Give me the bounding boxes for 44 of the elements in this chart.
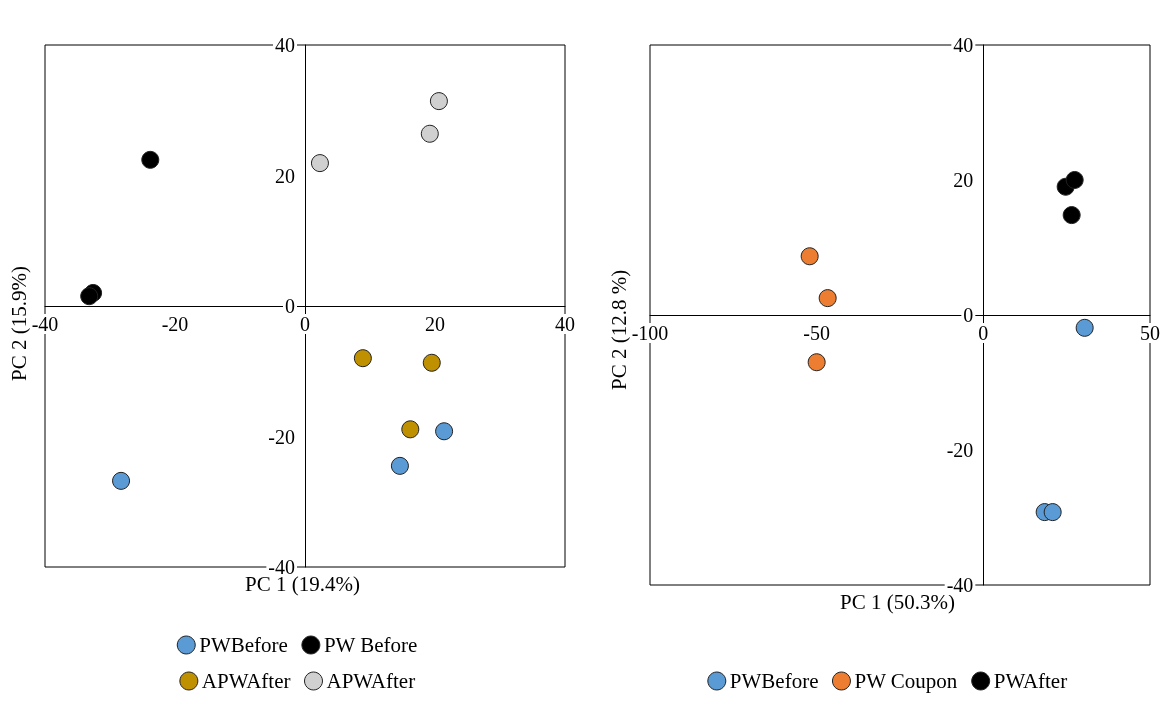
point	[818, 289, 837, 308]
point	[401, 420, 420, 439]
x-tick-label: -40	[31, 313, 59, 335]
point	[1062, 206, 1081, 225]
legend-label: PW Before	[323, 633, 418, 657]
y-tick-label: 0	[285, 295, 295, 317]
point	[141, 150, 160, 169]
point	[800, 247, 819, 266]
point	[112, 471, 131, 490]
point	[353, 349, 372, 368]
x-tick-label: -100	[631, 322, 669, 344]
x-tick-label: 0	[300, 313, 310, 335]
legend-label: PWAfter	[993, 669, 1068, 693]
y-tick-label: -20	[268, 425, 295, 448]
y-tick-label: 20	[275, 164, 295, 187]
legend-label: PWBefore	[199, 633, 288, 657]
point	[1065, 171, 1084, 189]
legend-label: PW Coupon	[854, 669, 958, 693]
y-axis-title: PC 2 (15.9%)	[6, 266, 31, 381]
y-tick-label: 40	[275, 34, 295, 56]
point	[420, 124, 439, 143]
legend-label: APWAfter	[326, 669, 416, 693]
y-tick-label: 20	[953, 169, 974, 191]
x-tick-label: -50	[803, 322, 830, 344]
point	[1043, 503, 1062, 522]
x-tick-label: 0	[978, 322, 989, 344]
y-tick-label: -40	[946, 574, 974, 596]
point	[80, 287, 99, 306]
x-tick-label: 40	[555, 313, 575, 335]
x-tick-label: 50	[1140, 322, 1160, 344]
y-tick-label: -20	[946, 439, 974, 461]
y-axis-title: PC 2 (12.8 %)	[606, 269, 631, 390]
point	[390, 456, 409, 475]
point	[310, 154, 329, 173]
point	[1075, 318, 1094, 337]
point	[807, 353, 826, 372]
legend-label: PWBefore	[729, 669, 819, 693]
point	[435, 422, 454, 441]
y-tick-label: 40	[953, 34, 974, 56]
point	[422, 353, 441, 372]
x-tick-label: 20	[425, 313, 445, 335]
legend-label: APWAfter	[201, 669, 291, 693]
point	[429, 92, 448, 111]
x-tick-label: -20	[161, 313, 189, 335]
